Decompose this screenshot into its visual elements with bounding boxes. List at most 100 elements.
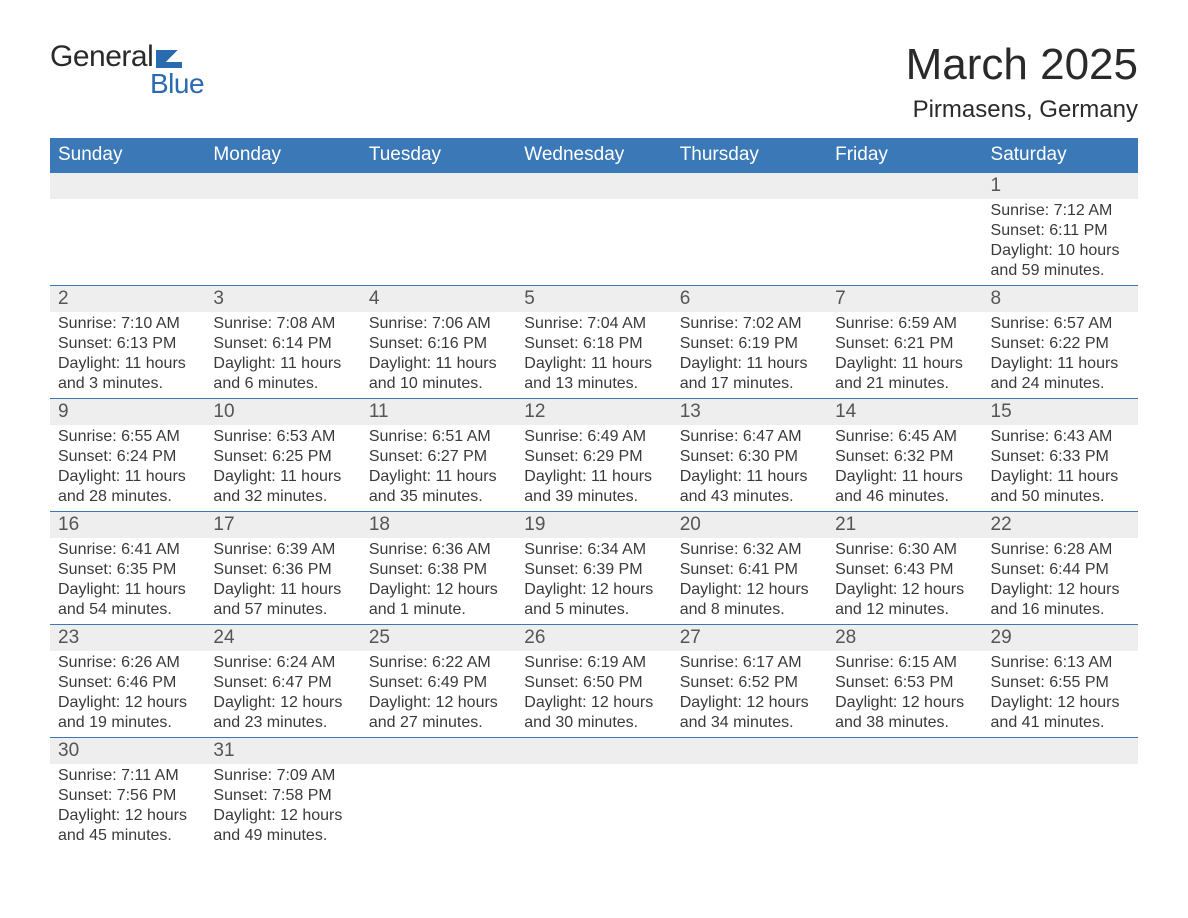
day-number-cell bbox=[672, 738, 827, 765]
day-info-cell: Sunrise: 6:43 AMSunset: 6:33 PMDaylight:… bbox=[983, 425, 1138, 512]
day-number-cell: 19 bbox=[516, 512, 671, 539]
day-info bbox=[50, 199, 205, 205]
day-info: Sunrise: 6:22 AMSunset: 6:49 PMDaylight:… bbox=[361, 651, 516, 737]
day-number-cell bbox=[50, 173, 205, 200]
day-info: Sunrise: 6:55 AMSunset: 6:24 PMDaylight:… bbox=[50, 425, 205, 511]
day-info-cell: Sunrise: 6:26 AMSunset: 6:46 PMDaylight:… bbox=[50, 651, 205, 738]
day-info: Sunrise: 6:26 AMSunset: 6:46 PMDaylight:… bbox=[50, 651, 205, 737]
day-info-cell: Sunrise: 7:09 AMSunset: 7:58 PMDaylight:… bbox=[205, 764, 360, 850]
day-number: 4 bbox=[361, 286, 516, 312]
month-title: March 2025 bbox=[906, 40, 1138, 90]
day-number-cell: 14 bbox=[827, 399, 982, 426]
day-number bbox=[672, 173, 827, 197]
day-info: Sunrise: 7:02 AMSunset: 6:19 PMDaylight:… bbox=[672, 312, 827, 398]
weekday-header: Tuesday bbox=[361, 138, 516, 173]
day-info-cell: Sunrise: 6:51 AMSunset: 6:27 PMDaylight:… bbox=[361, 425, 516, 512]
day-info-cell bbox=[50, 199, 205, 286]
day-number-cell: 30 bbox=[50, 738, 205, 765]
day-info: Sunrise: 6:13 AMSunset: 6:55 PMDaylight:… bbox=[983, 651, 1138, 737]
day-number-cell: 24 bbox=[205, 625, 360, 652]
day-info: Sunrise: 7:06 AMSunset: 6:16 PMDaylight:… bbox=[361, 312, 516, 398]
day-number-cell bbox=[827, 738, 982, 765]
day-info-cell: Sunrise: 6:55 AMSunset: 6:24 PMDaylight:… bbox=[50, 425, 205, 512]
day-info-cell bbox=[672, 199, 827, 286]
day-number: 12 bbox=[516, 399, 671, 425]
day-info bbox=[672, 199, 827, 205]
day-number-cell: 12 bbox=[516, 399, 671, 426]
day-number-cell bbox=[672, 173, 827, 200]
day-number: 6 bbox=[672, 286, 827, 312]
day-info-cell bbox=[983, 764, 1138, 850]
day-info bbox=[827, 764, 982, 770]
day-info-cell bbox=[205, 199, 360, 286]
day-info: Sunrise: 7:10 AMSunset: 6:13 PMDaylight:… bbox=[50, 312, 205, 398]
day-info bbox=[516, 199, 671, 205]
day-number-cell: 7 bbox=[827, 286, 982, 313]
day-info-cell: Sunrise: 6:57 AMSunset: 6:22 PMDaylight:… bbox=[983, 312, 1138, 399]
day-number-cell: 18 bbox=[361, 512, 516, 539]
day-number: 9 bbox=[50, 399, 205, 425]
day-number-cell: 15 bbox=[983, 399, 1138, 426]
day-number bbox=[827, 738, 982, 762]
day-number: 29 bbox=[983, 625, 1138, 651]
day-number: 17 bbox=[205, 512, 360, 538]
day-info-cell: Sunrise: 6:41 AMSunset: 6:35 PMDaylight:… bbox=[50, 538, 205, 625]
day-info-cell: Sunrise: 6:30 AMSunset: 6:43 PMDaylight:… bbox=[827, 538, 982, 625]
day-info-cell: Sunrise: 6:36 AMSunset: 6:38 PMDaylight:… bbox=[361, 538, 516, 625]
title-block: March 2025 Pirmasens, Germany bbox=[906, 40, 1138, 124]
day-number-cell: 22 bbox=[983, 512, 1138, 539]
day-number bbox=[516, 738, 671, 762]
day-info-cell: Sunrise: 7:12 AMSunset: 6:11 PMDaylight:… bbox=[983, 199, 1138, 286]
day-info: Sunrise: 7:04 AMSunset: 6:18 PMDaylight:… bbox=[516, 312, 671, 398]
day-number: 20 bbox=[672, 512, 827, 538]
day-info-cell bbox=[827, 764, 982, 850]
day-number: 25 bbox=[361, 625, 516, 651]
day-number: 27 bbox=[672, 625, 827, 651]
day-number: 28 bbox=[827, 625, 982, 651]
day-info: Sunrise: 6:59 AMSunset: 6:21 PMDaylight:… bbox=[827, 312, 982, 398]
day-info-cell: Sunrise: 6:24 AMSunset: 6:47 PMDaylight:… bbox=[205, 651, 360, 738]
day-info: Sunrise: 7:11 AMSunset: 7:56 PMDaylight:… bbox=[50, 764, 205, 850]
day-info-cell: Sunrise: 7:08 AMSunset: 6:14 PMDaylight:… bbox=[205, 312, 360, 399]
day-info-cell: Sunrise: 7:02 AMSunset: 6:19 PMDaylight:… bbox=[672, 312, 827, 399]
day-number-cell: 4 bbox=[361, 286, 516, 313]
day-number-cell: 3 bbox=[205, 286, 360, 313]
day-info bbox=[361, 199, 516, 205]
day-info: Sunrise: 6:15 AMSunset: 6:53 PMDaylight:… bbox=[827, 651, 982, 737]
day-number: 21 bbox=[827, 512, 982, 538]
day-number: 2 bbox=[50, 286, 205, 312]
day-info: Sunrise: 6:19 AMSunset: 6:50 PMDaylight:… bbox=[516, 651, 671, 737]
day-number: 24 bbox=[205, 625, 360, 651]
day-number: 22 bbox=[983, 512, 1138, 538]
day-number-cell bbox=[361, 173, 516, 200]
day-info: Sunrise: 6:34 AMSunset: 6:39 PMDaylight:… bbox=[516, 538, 671, 624]
day-number: 15 bbox=[983, 399, 1138, 425]
day-number bbox=[983, 738, 1138, 762]
day-info: Sunrise: 6:30 AMSunset: 6:43 PMDaylight:… bbox=[827, 538, 982, 624]
day-info: Sunrise: 7:09 AMSunset: 7:58 PMDaylight:… bbox=[205, 764, 360, 850]
day-number-cell bbox=[827, 173, 982, 200]
day-number bbox=[516, 173, 671, 197]
day-info-cell: Sunrise: 7:11 AMSunset: 7:56 PMDaylight:… bbox=[50, 764, 205, 850]
weekday-header: Friday bbox=[827, 138, 982, 173]
day-info bbox=[516, 764, 671, 770]
day-number bbox=[205, 173, 360, 197]
day-number-cell: 6 bbox=[672, 286, 827, 313]
day-number-cell: 5 bbox=[516, 286, 671, 313]
day-number: 11 bbox=[361, 399, 516, 425]
day-number-cell: 28 bbox=[827, 625, 982, 652]
day-info: Sunrise: 6:49 AMSunset: 6:29 PMDaylight:… bbox=[516, 425, 671, 511]
day-info-cell: Sunrise: 6:53 AMSunset: 6:25 PMDaylight:… bbox=[205, 425, 360, 512]
day-number-cell: 31 bbox=[205, 738, 360, 765]
day-info-cell: Sunrise: 7:10 AMSunset: 6:13 PMDaylight:… bbox=[50, 312, 205, 399]
day-number-cell: 1 bbox=[983, 173, 1138, 200]
day-number-cell: 23 bbox=[50, 625, 205, 652]
calendar-table: SundayMondayTuesdayWednesdayThursdayFrid… bbox=[50, 138, 1138, 850]
day-number-cell: 13 bbox=[672, 399, 827, 426]
logo: General Blue bbox=[50, 40, 204, 100]
day-info-cell: Sunrise: 6:19 AMSunset: 6:50 PMDaylight:… bbox=[516, 651, 671, 738]
day-number bbox=[361, 738, 516, 762]
day-info: Sunrise: 7:12 AMSunset: 6:11 PMDaylight:… bbox=[983, 199, 1138, 285]
day-number-cell: 8 bbox=[983, 286, 1138, 313]
day-info bbox=[205, 199, 360, 205]
